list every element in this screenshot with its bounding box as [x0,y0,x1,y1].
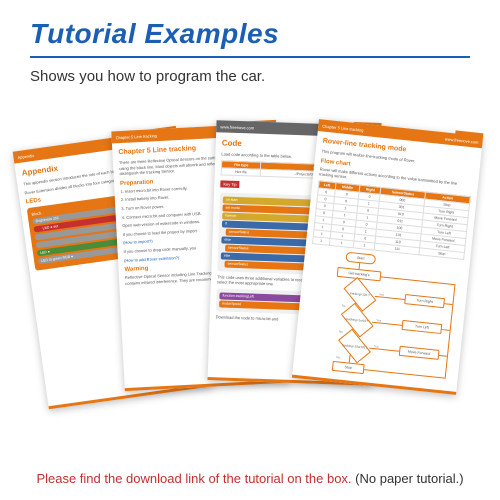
page-tab: Chapter 5 Line tracking [115,133,157,140]
fc-process: Stop [332,361,365,374]
fc-decision: tracking=10or101? [338,329,371,364]
page-tab: Appendix [17,152,34,159]
page-tab: Chapter 5 Line tracking [322,123,364,132]
page-subtitle: Shows you how to program the car. [30,68,470,85]
flowchart: Start Get tracking's tracking=100 ? Yes … [298,248,464,393]
warning-badge: Key Tip [220,180,240,188]
pages-fan: Appendix Appendix This appendix section … [0,105,500,445]
fc-process: Turn Left [401,320,442,334]
sensor-table: LeftMiddleRightSensorStatusAction 000000… [312,180,471,260]
page-title: Tutorial Examples [30,18,470,50]
fc-start: Start [345,251,376,264]
code-pill: LED to green RGB ● [41,255,74,263]
doc-page-flowchart: Chapter 5 Line trackingwww.freenove.com … [292,119,483,395]
fc-process: Move Forward [399,346,440,360]
title-divider [30,56,470,58]
fc-process: Turn Right [404,294,445,308]
code-pill: LED ● set [42,224,58,230]
text: If you choose to drag code manually, you [123,245,196,254]
footer-note: Please find the download link of the tut… [0,471,500,486]
code-pill: LED ● [40,250,50,255]
page-tab: www.freenove.com [220,124,254,130]
text: If you choose to load the project by imp… [123,228,197,237]
